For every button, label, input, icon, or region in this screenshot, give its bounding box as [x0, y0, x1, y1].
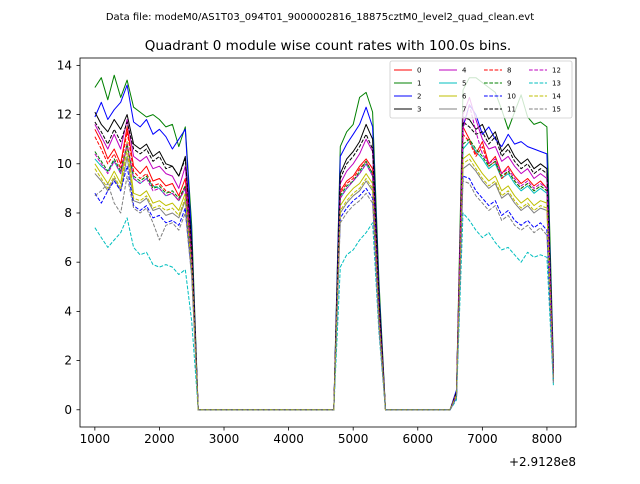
y-tick-label: 6 — [64, 255, 72, 269]
legend-label-8: 8 — [507, 67, 511, 75]
legend-label-13: 13 — [552, 80, 561, 88]
x-tick-label: 7000 — [467, 432, 498, 446]
legend-label-2: 2 — [417, 93, 421, 101]
y-tick-label: 2 — [64, 354, 72, 368]
legend-label-11: 11 — [507, 106, 516, 114]
series-line-14 — [94, 148, 554, 411]
legend-label-7: 7 — [462, 106, 466, 114]
x-tick-label: 6000 — [402, 432, 433, 446]
y-tick-label: 0 — [64, 403, 72, 417]
x-tick-label: 4000 — [273, 432, 304, 446]
legend-label-9: 9 — [507, 80, 511, 88]
x-offset-label: +2.9128e8 — [509, 455, 576, 469]
legend-frame — [389, 60, 573, 119]
legend-label-14: 14 — [552, 93, 561, 101]
y-tick-label: 4 — [64, 304, 72, 318]
legend-label-5: 5 — [462, 80, 466, 88]
legend-label-12: 12 — [552, 67, 561, 75]
series-line-12 — [94, 104, 554, 411]
legend-label-0: 0 — [417, 67, 421, 75]
x-tick-label: 1000 — [80, 432, 111, 446]
y-tick-label: 10 — [57, 157, 72, 171]
x-tick-label: 2000 — [144, 432, 175, 446]
y-tick-label: 14 — [57, 58, 72, 72]
x-tick-label: 3000 — [209, 432, 240, 446]
series-line-2 — [94, 84, 554, 411]
legend-label-4: 4 — [462, 67, 467, 75]
legend-label-10: 10 — [507, 93, 516, 101]
series-line-0 — [94, 126, 554, 411]
plot-frame — [79, 57, 577, 428]
figure-suptitle: Data file: modeM0/AS1T03_094T01_90000028… — [106, 12, 534, 23]
series-line-10 — [94, 165, 554, 411]
series-line-3 — [94, 111, 554, 411]
y-tick-label: 8 — [64, 206, 72, 220]
chart-title: Quadrant 0 module wise count rates with … — [145, 38, 511, 54]
x-tick-label: 5000 — [338, 432, 369, 446]
series-line-4 — [94, 96, 554, 411]
y-tick-label: 12 — [57, 108, 72, 122]
series-line-13 — [94, 212, 554, 411]
series-line-7 — [94, 155, 554, 411]
legend-label-6: 6 — [462, 93, 467, 101]
axes-layer: 1000 2000 3000 4000 5000 6000 7000 800002468101… — [57, 57, 577, 446]
series-line-15 — [94, 175, 554, 411]
series-line-8 — [94, 131, 554, 411]
series-line-1 — [94, 74, 554, 411]
series-line-6 — [94, 141, 554, 411]
legend-label-3: 3 — [417, 106, 421, 114]
legend-label-1: 1 — [417, 80, 421, 88]
series-line-11 — [94, 121, 554, 411]
series-line-9 — [94, 138, 554, 411]
series-layer — [94, 74, 554, 411]
legend-label-15: 15 — [552, 106, 561, 114]
x-tick-label: 8000 — [532, 432, 563, 446]
